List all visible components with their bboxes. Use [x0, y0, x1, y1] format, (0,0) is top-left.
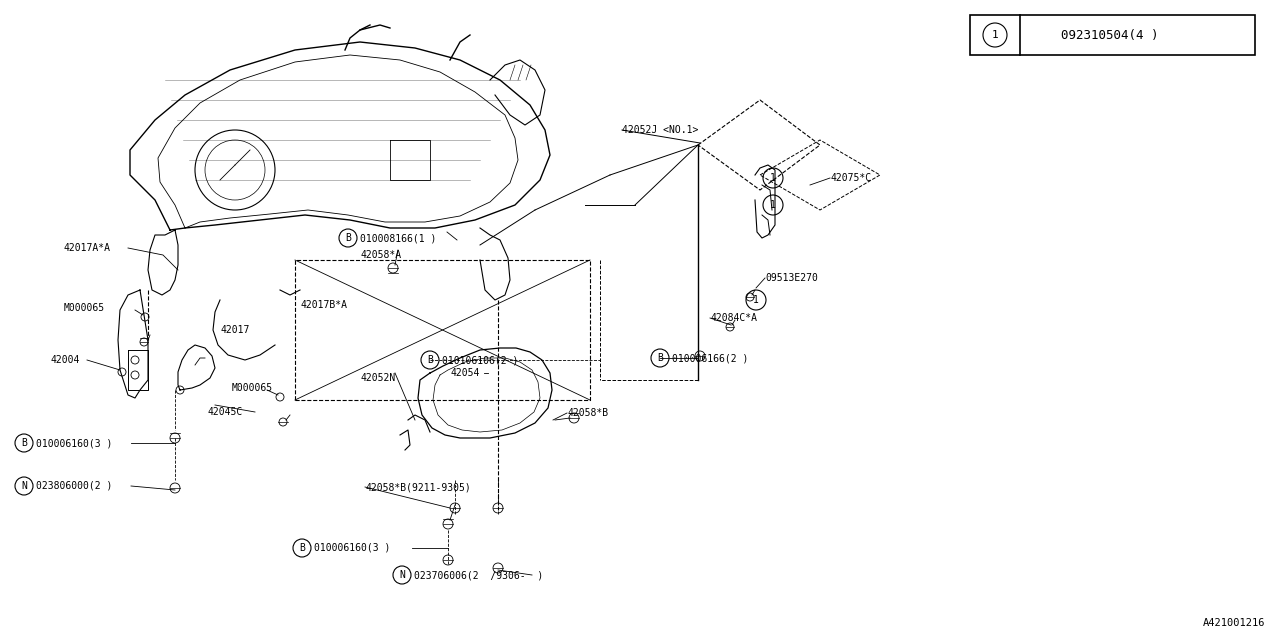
Text: N: N [20, 481, 27, 491]
Text: B: B [20, 438, 27, 448]
Text: B: B [300, 543, 305, 553]
Bar [970, 15, 1254, 55]
Text: 023806000(2 ): 023806000(2 ) [36, 481, 113, 491]
Text: A421001216: A421001216 [1202, 618, 1265, 628]
Text: 1: 1 [771, 173, 776, 183]
Text: 1: 1 [771, 200, 776, 210]
Text: 010106106(2 ): 010106106(2 ) [442, 355, 518, 365]
Text: 010006160(3 ): 010006160(3 ) [36, 438, 113, 448]
Text: 023706006(2  /9306-  ): 023706006(2 /9306- ) [413, 570, 543, 580]
Text: 09513E270: 09513E270 [765, 273, 818, 283]
Text: 42004: 42004 [50, 355, 79, 365]
Text: 42017A*A: 42017A*A [63, 243, 110, 253]
Text: 42054: 42054 [451, 368, 480, 378]
Text: N: N [399, 570, 404, 580]
Text: 1: 1 [753, 295, 759, 305]
Text: 092310504(4 ): 092310504(4 ) [1061, 29, 1158, 42]
Text: 42052N: 42052N [360, 373, 396, 383]
Text: 42017: 42017 [220, 325, 250, 335]
Text: M000065: M000065 [64, 303, 105, 313]
Text: M000065: M000065 [232, 383, 273, 393]
Text: 010006160(3 ): 010006160(3 ) [314, 543, 390, 553]
Text: 42045C: 42045C [207, 407, 242, 417]
Text: 1: 1 [992, 30, 998, 40]
Bar [294, 260, 590, 400]
Text: 010008166(1 ): 010008166(1 ) [360, 233, 436, 243]
Text: 42058*B: 42058*B [567, 408, 608, 418]
Text: B: B [346, 233, 351, 243]
Text: 42075*C: 42075*C [829, 173, 872, 183]
Text: B: B [657, 353, 663, 363]
Text: B: B [428, 355, 433, 365]
Text: 42052J <NO.1>: 42052J <NO.1> [622, 125, 699, 135]
Text: 42058*A: 42058*A [360, 250, 401, 260]
Text: 010006166(2 ): 010006166(2 ) [672, 353, 749, 363]
Text: 42058*B(9211-9305): 42058*B(9211-9305) [365, 482, 471, 492]
Text: 42084C*A: 42084C*A [710, 313, 756, 323]
Text: 42017B*A: 42017B*A [300, 300, 347, 310]
